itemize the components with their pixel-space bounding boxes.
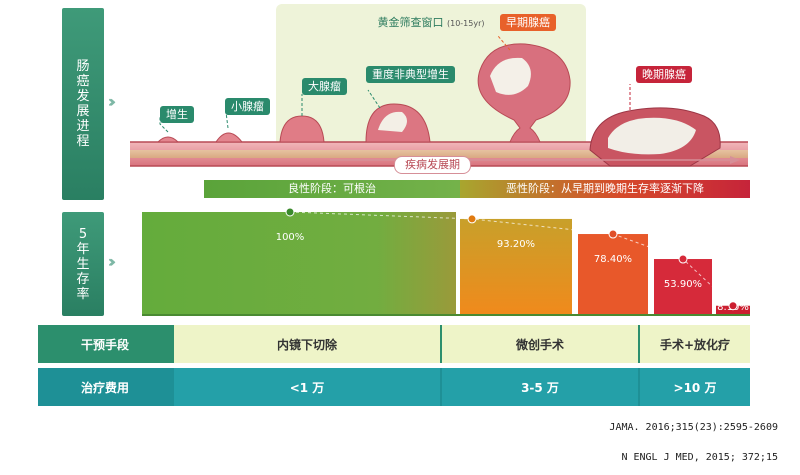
stage-tag-late-cancer: 晚期腺癌 [636,66,692,83]
intervention-minimally-invasive: 微创手术 [442,325,638,363]
survival-marker-3 [678,254,688,264]
reference-jama: JAMA. 2016;315(23):2595-2609 [609,422,778,433]
late-cancer-core [608,117,696,155]
malignant-phase-bar: 恶性阶段：从早期到晚期生存率逐渐下降 [460,180,750,198]
severe-dysplasia-core [378,111,407,132]
reference-nejm: N ENGL J MED, 2015; 372;15 [621,452,778,463]
survival-bar-2 [578,234,648,314]
large-adenoma-lesion [279,115,325,143]
progression-side-label: 肠癌发展进程 [62,8,104,200]
early-cancer-lesion [477,43,571,143]
cost-header: 治疗费用 [80,380,129,395]
benign-phase-bar: 良性阶段：可根治 [204,180,460,198]
cost-minimally-invasive: 3-5 万 [442,368,638,406]
survival-value-label-1: 93.20% [497,239,535,250]
stage-tag-small-adenoma: 小腺瘤 [225,98,270,115]
survival-value-label-3: 53.90% [664,279,702,290]
hyperplasia-lesion [156,136,180,143]
survival-bar-3 [654,259,712,314]
intervention-header: 干预手段 [80,337,129,352]
stage-tag-severe-dysplasia: 重度非典型增生 [366,66,455,83]
survival-trend-line [289,211,734,307]
survival-marker-2 [608,229,618,239]
survival-marker-4 [728,301,738,311]
cost-surgery-chemo: >10 万 [640,368,750,406]
stage-tag-early-cancer: 早期腺癌 [500,14,556,31]
cost-row: 治疗费用 <1 万 3-5 万 >10 万 [38,368,750,406]
small-adenoma-lesion [215,132,244,143]
survival-marker-1 [467,214,477,224]
survival-marker-0 [285,207,295,217]
intervention-endoscopic: 内镜下切除 [174,325,440,363]
cost-endoscopic: <1 万 [174,368,440,406]
early-cancer-core [490,57,531,95]
intervention-surgery-chemo: 手术+放化疗 [640,325,750,363]
survival-chart: 100%93.20%78.40%53.90%8.10% [142,207,750,316]
survival-side-label: 5年生存率 [62,212,104,316]
stage-tag-hyperplasia: 增生 [160,106,194,123]
colon-lumen [130,150,748,158]
colon-progression-illustration [130,35,748,167]
survival-value-label-2: 78.40% [594,254,632,265]
disease-development-label: 疾病发展期 [394,156,471,174]
intervention-row: 干预手段 内镜下切除 微创手术 手术+放化疗 [38,325,750,363]
stage-tag-large-adenoma: 大腺瘤 [302,78,347,95]
survival-bar-1 [460,218,572,314]
golden-window-title: 黄金筛查窗口 (10-15yr) [377,16,485,29]
survival-value-label-0: 100% [276,232,305,243]
survival-bar-0 [142,212,456,314]
